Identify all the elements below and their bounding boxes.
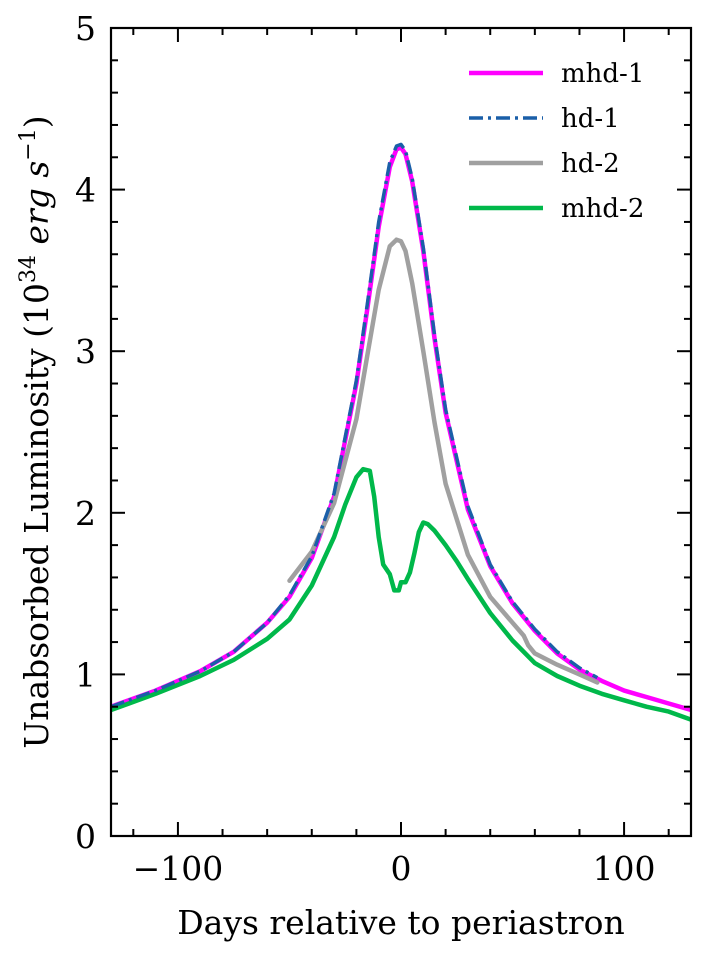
x-tick-label: −100 — [133, 849, 224, 888]
y-tick-label: 3 — [75, 332, 96, 371]
series-line-mhd-2 — [111, 466, 691, 722]
series-line-hd-1 — [111, 142, 599, 709]
y-axis-label-units: erg s — [17, 161, 56, 255]
y-axis-label-prefix: Unabsorbed Luminosity (10 — [17, 283, 56, 749]
y-tick-label: 1 — [75, 655, 96, 694]
legend-label-mhd-2: mhd-2 — [561, 194, 644, 224]
y-tick-label: 0 — [75, 817, 96, 856]
series-line-mhd-1 — [111, 145, 691, 713]
y-axis-label: Unabsorbed Luminosity (1034 erg s−1) — [16, 115, 56, 748]
y-axis-label-suffix: ) — [17, 115, 56, 128]
series-line-hd-2 — [287, 237, 600, 685]
y-axis-label-units-exponent: −1 — [16, 128, 41, 160]
y-tick-label: 5 — [75, 9, 96, 48]
x-tick-label: 0 — [391, 849, 412, 888]
ticks-layer: −100 0 100 0 1 2 3 4 5 — [75, 9, 691, 888]
legend-label-hd-2: hd-2 — [561, 149, 620, 179]
y-axis-label-exponent: 34 — [16, 255, 41, 283]
x-axis-label: Days relative to periastron — [177, 903, 625, 942]
series-layer — [111, 142, 691, 722]
y-tick-label: 4 — [75, 171, 96, 210]
legend-label-hd-1: hd-1 — [561, 104, 620, 134]
x-tick-label: 100 — [593, 849, 656, 888]
y-tick-label: 2 — [75, 494, 96, 533]
legend: mhd-1 hd-1 hd-2 mhd-2 — [469, 59, 644, 224]
legend-label-mhd-1: mhd-1 — [561, 59, 644, 89]
